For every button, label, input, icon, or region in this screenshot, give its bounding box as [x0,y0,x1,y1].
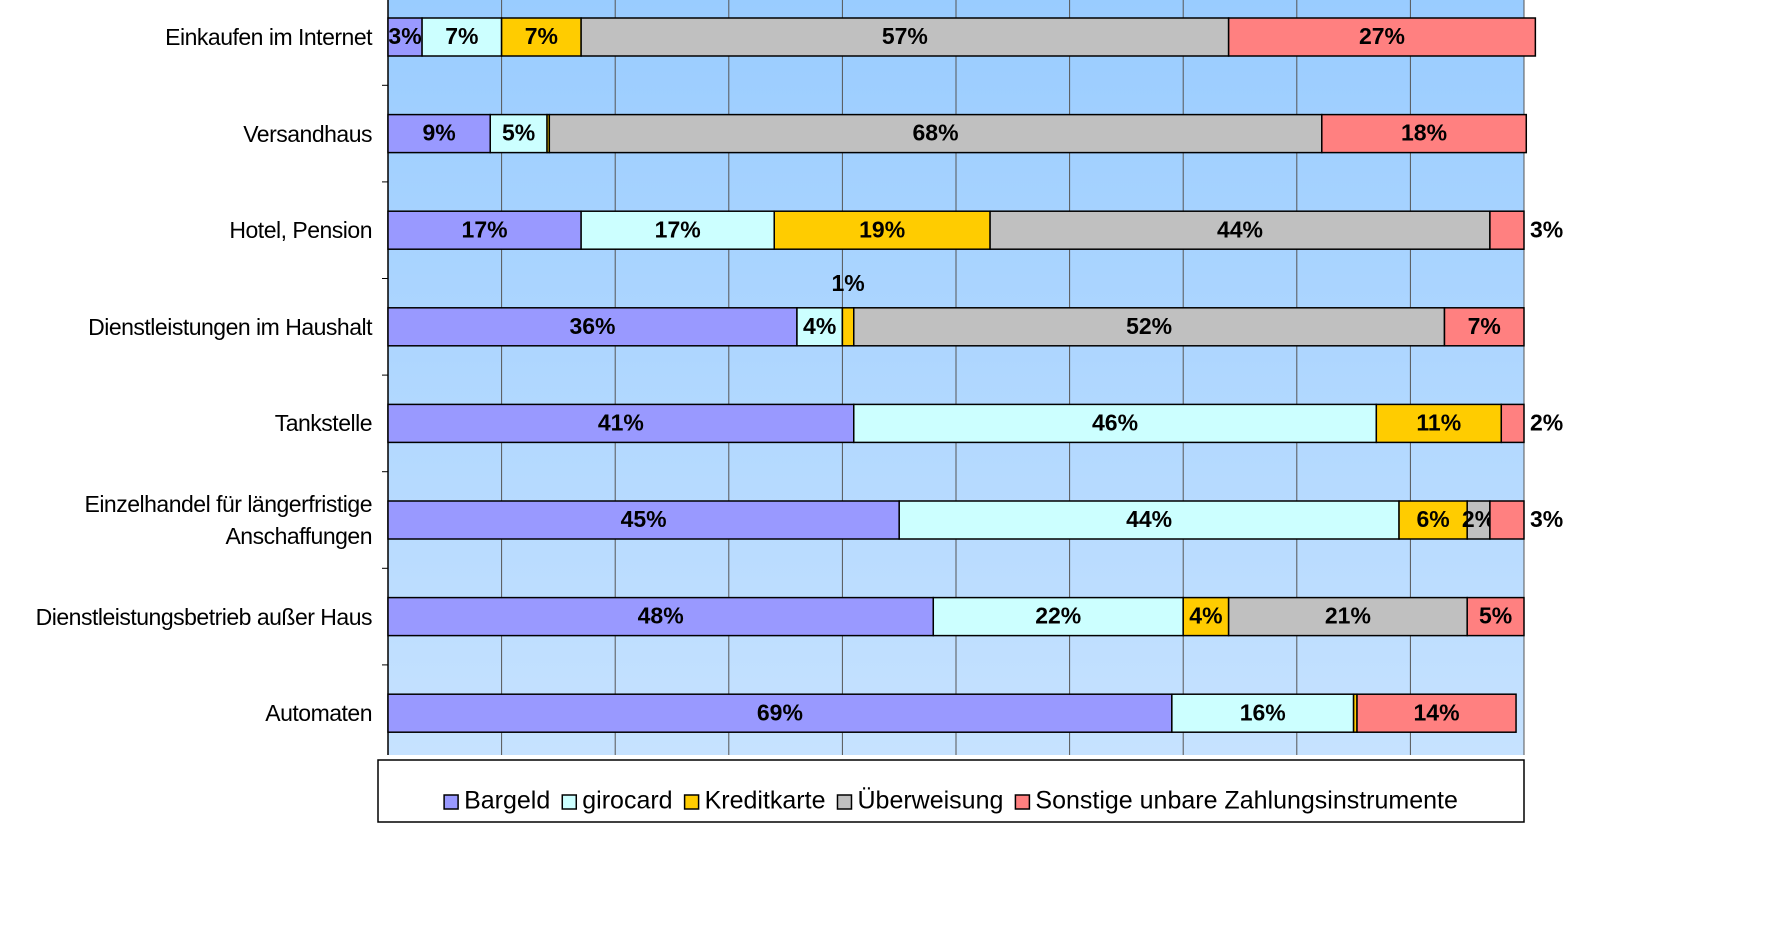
bar-segment [853,307,1446,347]
data-label: 69% [757,699,803,725]
data-label: 22% [1035,603,1081,629]
legend-label: Kreditkarte [705,787,826,815]
bar-segment [1466,596,1525,637]
bar-segment [387,17,423,57]
bar-segment [500,17,582,57]
data-label: 4% [803,313,836,339]
category-label: Dienstleistungen im Haushalt [88,313,372,340]
bar-segment [1182,596,1230,637]
data-label: 41% [598,409,644,435]
legend-label: Überweisung [857,787,1003,815]
data-label: 6% [1416,506,1449,532]
legend-label: Bargeld [464,787,550,815]
bar-segment [387,403,855,444]
data-label: 5% [1479,603,1512,629]
data-label: 46% [1092,409,1138,435]
bar-segment [387,307,798,347]
data-label: 2% [1530,409,1563,435]
data-label: 3% [1530,216,1563,242]
category-label: Hotel, Pension [229,217,372,244]
category-label: Versandhaus [243,120,372,147]
category-label: Automaten [265,700,372,727]
category-label: Einzelhandel für längerfristige Anschaff… [84,491,372,549]
data-label: 14% [1414,699,1460,725]
legend-label: Sonstige unbare Zahlungsinstrumente [1035,787,1458,815]
data-label: 57% [882,23,928,49]
bar-segment [489,113,548,154]
legend-marker [1014,794,1031,810]
legend-box [377,759,1525,823]
bar-segment [1500,403,1525,444]
data-label: 1% [831,270,864,296]
data-label: 68% [913,120,959,146]
data-label: 5% [502,120,535,146]
bar-segment [387,113,491,154]
bar-segment [1356,693,1517,733]
data-label: 7% [1468,313,1501,339]
data-label: 3% [1530,506,1563,532]
data-label: 4% [1189,603,1222,629]
legend-marker [443,794,459,810]
data-label: 44% [1217,216,1263,242]
bar-segment [853,403,1378,444]
data-label: 45% [621,506,667,532]
category-label: Einkaufen im Internet [165,24,372,50]
bar-segment [421,17,503,57]
bar-segment [796,307,844,347]
data-label: 17% [655,216,701,242]
data-label: 44% [1126,506,1172,532]
bar-segment [932,596,1184,637]
bar-segment [387,210,582,250]
category-label: Tankstelle [274,410,373,437]
data-label: 19% [859,216,905,242]
data-label: 21% [1325,603,1371,629]
data-label: 48% [638,603,684,629]
bar-segment [1489,500,1525,540]
bar-segment [1443,307,1525,347]
data-label: 52% [1126,313,1172,339]
bar-segment [1171,693,1355,733]
bar-segment [387,500,900,540]
legend: Bargeld girocard Kreditkarte Überweisung Son… [377,759,1525,823]
data-label: 36% [569,313,615,339]
category-label: Dienstleistungsbetrieb außer Haus [35,603,373,630]
bar-segment [773,210,991,250]
legend-marker [683,794,700,810]
bar-segment [1489,210,1525,250]
data-label: 11% [1416,409,1461,435]
data-label: 27% [1359,23,1405,49]
data-label: 18% [1401,120,1447,146]
bar-segment [1375,403,1503,444]
data-label: 7% [445,23,478,49]
legend-marker [836,794,853,810]
data-label: 7% [525,23,558,49]
bar-segment [1321,113,1528,154]
bar-segment [1227,17,1537,57]
data-label: 17% [462,216,508,242]
bar-segment [1227,596,1468,637]
data-label: 16% [1240,699,1286,725]
bar-segment [898,500,1400,540]
bar-segment [841,307,855,347]
legend-label: girocard [582,787,672,815]
legend-marker [561,794,578,810]
data-label: 9% [422,120,455,146]
data-label: 3% [388,23,421,49]
bar-segment [1398,500,1468,540]
bar-segment [548,113,1323,154]
bar-segment [989,210,1491,250]
bar-segment [387,693,1173,733]
